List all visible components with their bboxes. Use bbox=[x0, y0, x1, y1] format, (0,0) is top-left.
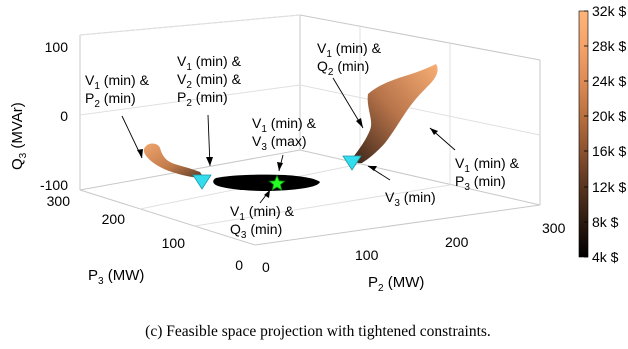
y-tick-labels: 300 200 100 0 bbox=[47, 193, 244, 273]
colorbar-tick-label: 20k $ bbox=[592, 108, 626, 124]
y-tick-label: 100 bbox=[162, 235, 186, 251]
annotation-v1min-p3min: V1 (min) & P3 (min) bbox=[455, 155, 520, 193]
figure-caption: (c) Feasible space projection with tight… bbox=[145, 323, 491, 340]
colorbar-tick-label: 8k $ bbox=[592, 214, 619, 230]
x-tick-label: 0 bbox=[262, 259, 270, 275]
annotation-v1min-v2min-p2min: V1 (min) & V2 (min) & P2 (min) bbox=[177, 53, 242, 109]
annotations: V1 (min) & P2 (min) V1 (min) & V2 (min) & P2… bbox=[85, 40, 520, 241]
annotation-v3min: V3 (min) bbox=[385, 189, 436, 209]
y-axis-label: P3 (MW) bbox=[88, 267, 144, 287]
feasible-region-right bbox=[353, 64, 438, 164]
z-tick-label: -100 bbox=[40, 177, 68, 193]
y-tick-label: 0 bbox=[235, 257, 243, 273]
feasible-region-left bbox=[143, 143, 204, 178]
x-tick-label: 300 bbox=[542, 220, 566, 236]
annotation-v1min-q3min: V1 (min) & Q3 (min) bbox=[230, 203, 295, 241]
z-tick-labels: 100 0 -100 bbox=[40, 39, 68, 193]
colorbar-tick-label: 32k $ bbox=[592, 3, 626, 19]
marker-star bbox=[268, 174, 286, 191]
colorbar-labels: 32k $ 28k $ 24k $ 20k $ 16k $ 12k $ 8k $… bbox=[592, 3, 626, 265]
z-axis-label: Q3 (MVAr) bbox=[9, 102, 29, 170]
marker-left-triangle bbox=[192, 174, 212, 190]
colorbar-ticks bbox=[584, 10, 588, 258]
annotation-v1min-q2min: V1 (min) & Q2 (min) bbox=[317, 40, 382, 78]
z-tick-label: 100 bbox=[45, 39, 69, 55]
colorbar-tick-label: 12k $ bbox=[592, 179, 626, 195]
feasible-region-center bbox=[213, 174, 320, 191]
annotation-arrowheads bbox=[137, 118, 438, 198]
colorbar-tick-label: 4k $ bbox=[592, 249, 619, 265]
marker-right-triangle bbox=[342, 155, 362, 171]
colorbar-tick-label: 28k $ bbox=[592, 38, 626, 54]
x-tick-label: 200 bbox=[445, 234, 469, 250]
x-axis-label: P2 (MW) bbox=[368, 274, 424, 294]
x-tick-labels: 0 100 200 300 bbox=[262, 220, 566, 275]
y-tick-label: 300 bbox=[47, 193, 71, 209]
y-tick-label: 200 bbox=[102, 211, 126, 227]
annotation-v1min-v3max: V1 (min) & V3 (max) bbox=[252, 115, 317, 153]
colorbar bbox=[578, 10, 589, 258]
colorbar-tick-label: 24k $ bbox=[592, 73, 626, 89]
colorbar-tick-label: 16k $ bbox=[592, 143, 626, 159]
z-tick-label: 0 bbox=[60, 108, 68, 124]
annotation-v1min-p2min: V1 (min) & P2 (min) bbox=[85, 72, 150, 110]
x-tick-label: 100 bbox=[355, 247, 379, 263]
